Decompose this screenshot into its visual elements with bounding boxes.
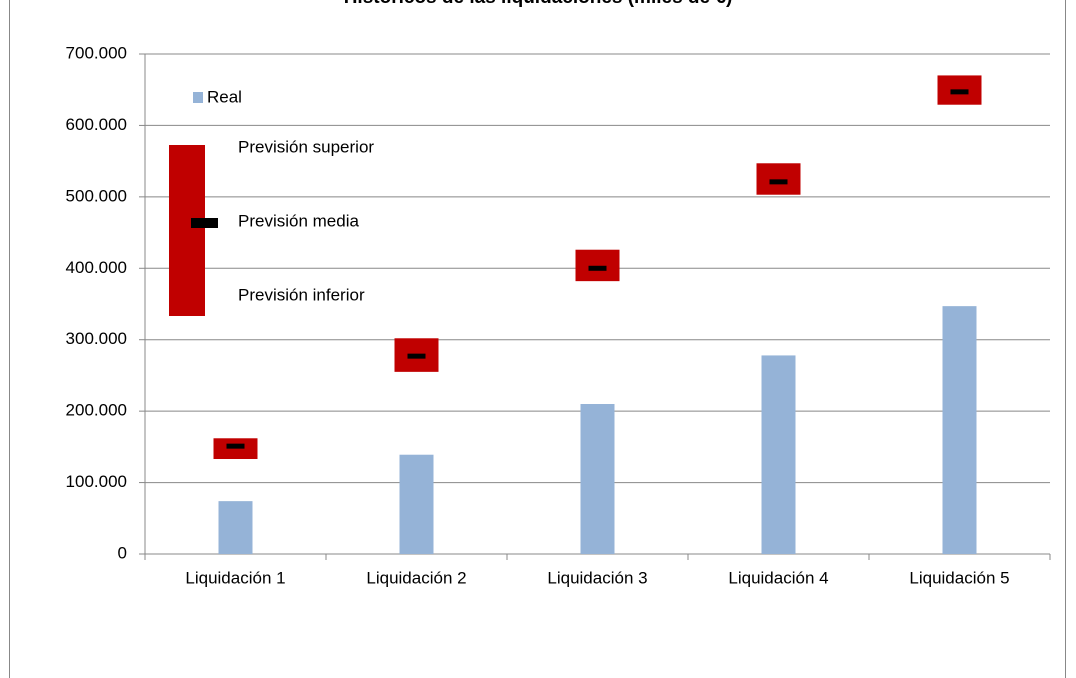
y-tick-label: 0: [118, 543, 127, 562]
y-tick-label: 200.000: [66, 401, 127, 420]
x-tick-label: Liquidación 2: [366, 568, 466, 587]
forecast-mean: [407, 353, 426, 359]
x-tick-label: Liquidación 4: [728, 568, 828, 587]
x-tick-label: Liquidación 3: [547, 568, 647, 587]
x-tick-label: Liquidación 1: [185, 568, 285, 587]
forecast-mean: [226, 443, 245, 449]
bar: [580, 404, 615, 554]
forecast-mean: [588, 265, 607, 271]
legend-label: Previsión media: [238, 211, 359, 230]
forecast-range: [575, 249, 620, 282]
legend-swatch: [169, 145, 205, 316]
legend-swatch: [191, 218, 218, 228]
bar: [218, 501, 253, 554]
forecast-mean: [950, 89, 969, 95]
bar: [761, 355, 796, 554]
chart-frame: [9, 0, 1066, 678]
y-tick-label: 600.000: [66, 115, 127, 134]
forecast-mean: [769, 179, 788, 185]
y-tick-label: 100.000: [66, 472, 127, 491]
chart-title: Históricos de las liquidaciones (miles d…: [344, 0, 733, 8]
bar: [942, 306, 977, 554]
y-tick-label: 400.000: [66, 258, 127, 277]
legend-label: Previsión superior: [238, 137, 374, 156]
y-tick-label: 700.000: [66, 43, 127, 62]
legend-label: Real: [207, 87, 242, 106]
y-tick-label: 500.000: [66, 186, 127, 205]
y-tick-label: 300.000: [66, 329, 127, 348]
x-tick-label: Liquidación 5: [909, 568, 1009, 587]
legend-label: Previsión inferior: [238, 285, 365, 304]
forecast-range: [756, 163, 801, 195]
bar: [399, 454, 434, 554]
legend-swatch: [193, 92, 203, 103]
